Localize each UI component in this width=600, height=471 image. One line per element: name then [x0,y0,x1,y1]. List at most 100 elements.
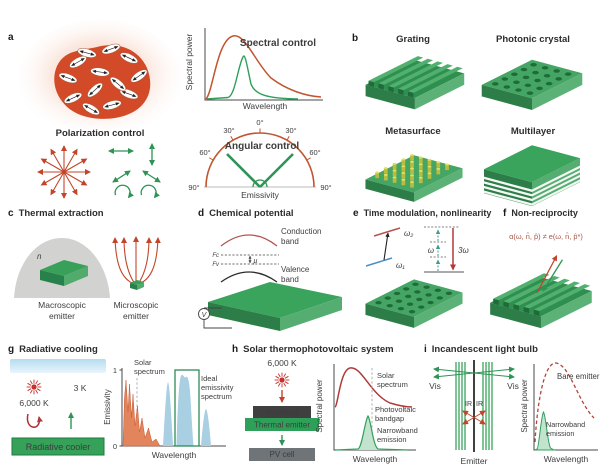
conduction-label-2: band [281,237,299,246]
atmos-peak-1 [163,382,173,446]
radiative-cooling-schematic: 3 K 6,000 K Radiative cooler [10,359,106,456]
pv-cell-label: PV cell [270,450,295,459]
sun-icon [26,379,42,395]
spectral-x-label: Wavelength [243,101,288,111]
polarization-title: Polarization control [55,128,145,139]
multilayer-structure [484,145,580,207]
bandgap-label-1: Photovoltaic [375,405,416,414]
fv-label: Fv [212,262,220,268]
macroscopic-emitter-caption: Macroscopic emitter [38,300,86,322]
solar-spectrum-fill [122,379,161,447]
sky-temperature: 3 K [74,383,87,393]
reflected-sunlight-arrow [26,413,43,428]
photonic-crystal-title: Photonic crystal [496,34,570,45]
ideal-label-1: Ideal [201,374,218,383]
metasurface-title: Metasurface [385,126,441,137]
micro-cube [130,280,144,290]
panel-i-title: Incandescent light bulb [431,344,538,355]
photonic-crystal-holes-2 [375,282,453,314]
stpv-sun-icon [274,372,290,388]
lobe-arc [252,179,268,188]
bulb-y-label: Spectral power [520,379,529,433]
panel-d-header: d Chemical potential [198,208,294,219]
panel-e-header: e Time modulation, nonlinearity [353,208,491,219]
panel-f-header: f Non-reciprocity [503,208,578,219]
vis-label-left: Vis [429,381,441,391]
panel-i-letter: i [424,344,427,355]
deg-0: 0° [256,118,263,127]
vis-label-right: Vis [507,381,519,391]
broadband-curve [205,35,322,100]
panel-d-title: Chemical potential [209,208,294,219]
atmos-peak-2 [176,374,194,446]
panel-e-title: Time modulation, nonlinearity [363,208,492,218]
radiative-cooler-label: Radiative cooler [26,442,91,452]
solar-label-1: Solar [134,358,152,367]
ideal-emissivity-box [174,369,200,447]
spectral-control-plot: Spectral control Spectral power Waveleng… [184,28,323,111]
stpv-solar-label-1: Solar [377,371,395,380]
ir-label-right: IR [476,401,483,408]
conduction-label-1: Conduction [281,227,321,236]
solar-label-2: spectrum [134,367,165,376]
panel-g-header: g Radiative cooling [8,344,98,355]
mu-label: μ [253,258,258,265]
solar-spectrum-curve [334,367,413,408]
ideal-label-3: spectrum [201,392,232,401]
panel-h-title: Solar thermophotovoltaic system [243,344,394,355]
red-polarization-arrows [37,145,91,199]
ir-label-left: IR [465,401,472,408]
emission-arrows [112,236,161,285]
grating-structure-f [490,273,592,329]
thermal-emitter-box [245,418,319,431]
stpv-y-label: Spectral power [315,379,324,433]
deg-90-right: 90° [320,183,331,192]
lobe-line-right [259,153,294,188]
omega-label: ω [428,246,434,255]
macroscopic-emitter-dome: n [14,238,110,298]
stpv-narrowband-label-1: Narrowband [377,426,418,435]
omega1-level [365,257,393,267]
stpv-solar-label-2: spectrum [377,380,408,389]
lobe-line-left [226,153,261,188]
incident-arrow [542,259,563,292]
blocked-ir-arrows [462,410,486,425]
bare-emitter-label: Bare emitter [557,372,600,381]
emitter-label: Emitter [461,456,488,466]
microscopic-emitter-diagram [112,236,161,290]
angle-ticks [209,128,311,161]
panel-h-header: h Solar thermophotovoltaic system [232,344,394,355]
valence-label-1: Valence [281,265,310,274]
voltage-label: V [202,312,208,319]
angular-control-title: Angular control [225,141,300,152]
stpv-narrowband-label-2: emission [377,435,407,444]
radiative-cooler-bar [11,437,105,456]
thermal-emitter-blob [18,20,182,136]
bulb-narrowband-label-1: Narrowband [546,420,585,429]
panel-e-letter: e [353,208,359,219]
spectral-y-label: Spectral power [184,33,194,90]
fc-label: Fc [212,253,219,259]
panel-d-letter: d [198,208,205,219]
panel-f-letter: f [503,208,507,219]
narrowband-emission-curve [335,414,409,451]
panel-g-title: Radiative cooling [19,344,98,355]
nonreciprocity-formula: α(ω, n̂, p̂) ≠ e(ω, n̂, p̂*) [509,232,583,241]
photonic-crystal-holes [491,62,572,95]
bulb-spectrum-plot: Bare emitter Narrowband emission Spectra… [520,362,600,464]
panel-g-letter: g [8,344,15,355]
valence-label-2: band [281,275,299,284]
absorber-box [253,406,311,418]
stpv-x-label: Wavelength [353,454,398,464]
panel-a-letter: a [8,32,14,43]
bulb-narrowband-label-2: emission [546,429,574,438]
metasurface-structure [365,153,463,202]
photonic-crystal-structure [481,59,583,110]
modulated-photonic-crystal [365,279,463,328]
omega2-level [373,227,401,237]
emissivity-tick-0: 0 [113,442,117,451]
emissivity-tick-1: 1 [113,366,117,375]
absorber-label: Absorber [266,408,299,417]
grating-title: Grating [396,34,430,45]
